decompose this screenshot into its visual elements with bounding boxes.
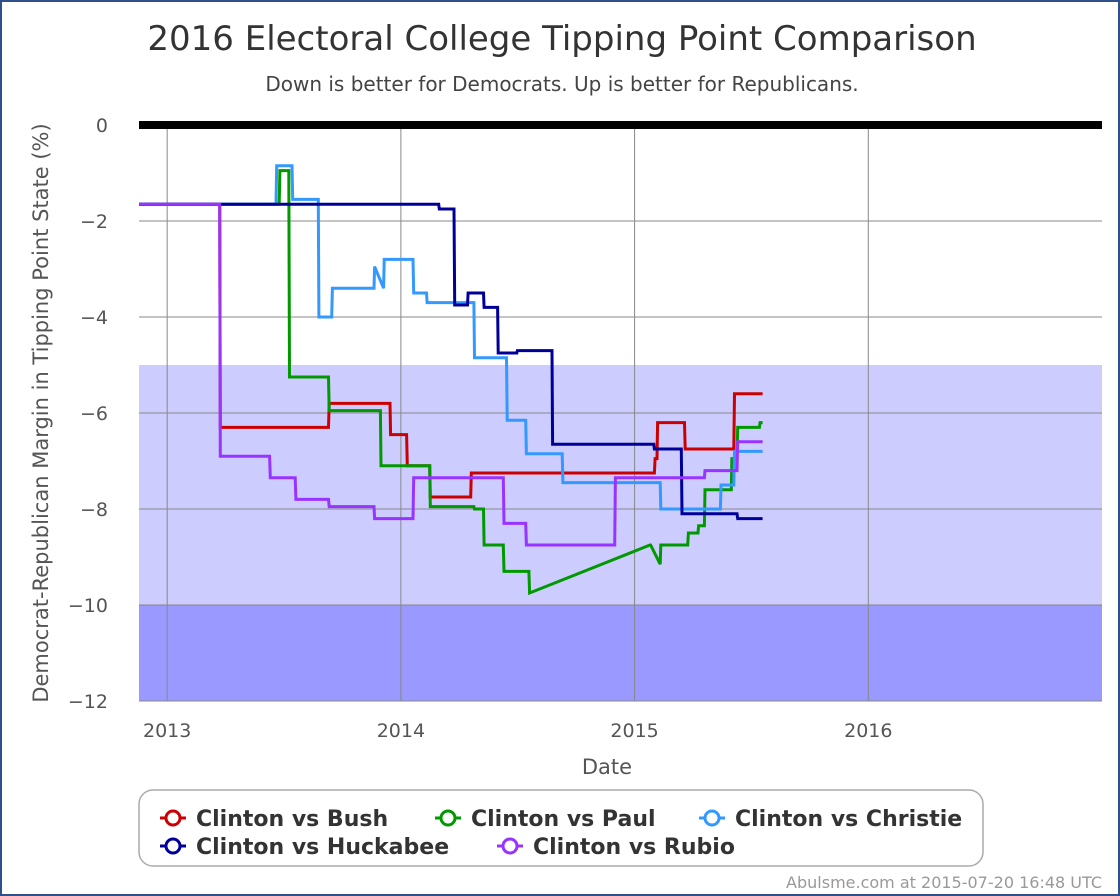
y-tick-label: −12: [68, 691, 108, 713]
legend-label: Clinton vs Paul: [471, 807, 656, 832]
y-tick-label: −6: [80, 403, 108, 425]
y-axis-ticks: 0 −2 −4 −6 −8 −10 −12: [68, 115, 108, 713]
y-tick-label: 0: [96, 115, 108, 137]
legend-item[interactable]: Clinton vs Rubio: [497, 835, 735, 860]
y-tick-label: −2: [80, 211, 108, 233]
legend[interactable]: Clinton vs Bush Clinton vs Paul Clinton vs…: [160, 807, 962, 860]
y-tick-label: −10: [68, 595, 108, 617]
series-line-1[interactable]: [139, 169, 763, 596]
band-0: [139, 365, 1102, 605]
legend-item[interactable]: Clinton vs Bush: [160, 807, 388, 832]
legend-label: Clinton vs Bush: [196, 807, 388, 832]
x-tick-label: 2015: [610, 720, 658, 742]
x-tick-label: 2013: [143, 720, 191, 742]
chart-subtitle: Down is better for Democrats. Up is bett…: [265, 72, 858, 96]
legend-box: [138, 789, 984, 867]
x-axis-title: Date: [582, 755, 632, 779]
legend-item[interactable]: Clinton vs Christie: [699, 807, 962, 832]
series-line-3[interactable]: [139, 202, 763, 521]
legend-marker: [164, 837, 182, 855]
chart-title: 2016 Electoral College Tipping Point Com…: [147, 19, 976, 59]
band-1: [139, 605, 1102, 701]
legend-marker: [501, 837, 519, 855]
series-line-4[interactable]: [139, 202, 763, 547]
legend-item[interactable]: Clinton vs Huckabee: [160, 835, 449, 860]
legend-label: Clinton vs Rubio: [533, 835, 735, 860]
legend-marker: [164, 809, 182, 827]
y-tick-label: −8: [80, 499, 108, 521]
legend-item[interactable]: Clinton vs Paul: [435, 807, 656, 832]
legend-label: Clinton vs Christie: [735, 807, 962, 832]
x-axis-ticks: 2013 2014 2015 2016: [143, 720, 892, 742]
legend-marker: [439, 809, 457, 827]
legend-marker: [703, 809, 721, 827]
series-line-2[interactable]: [139, 164, 763, 511]
credit-text: Abulsme.com at 2015-07-20 16:48 UTC: [786, 873, 1102, 892]
y-tick-label: −4: [80, 307, 108, 329]
y-axis-title: Democrat-Republican Margin in Tipping Po…: [29, 123, 53, 702]
series-lines[interactable]: [139, 164, 763, 596]
x-tick-label: 2014: [377, 720, 425, 742]
x-tick-label: 2016: [844, 720, 892, 742]
legend-label: Clinton vs Huckabee: [196, 835, 449, 860]
